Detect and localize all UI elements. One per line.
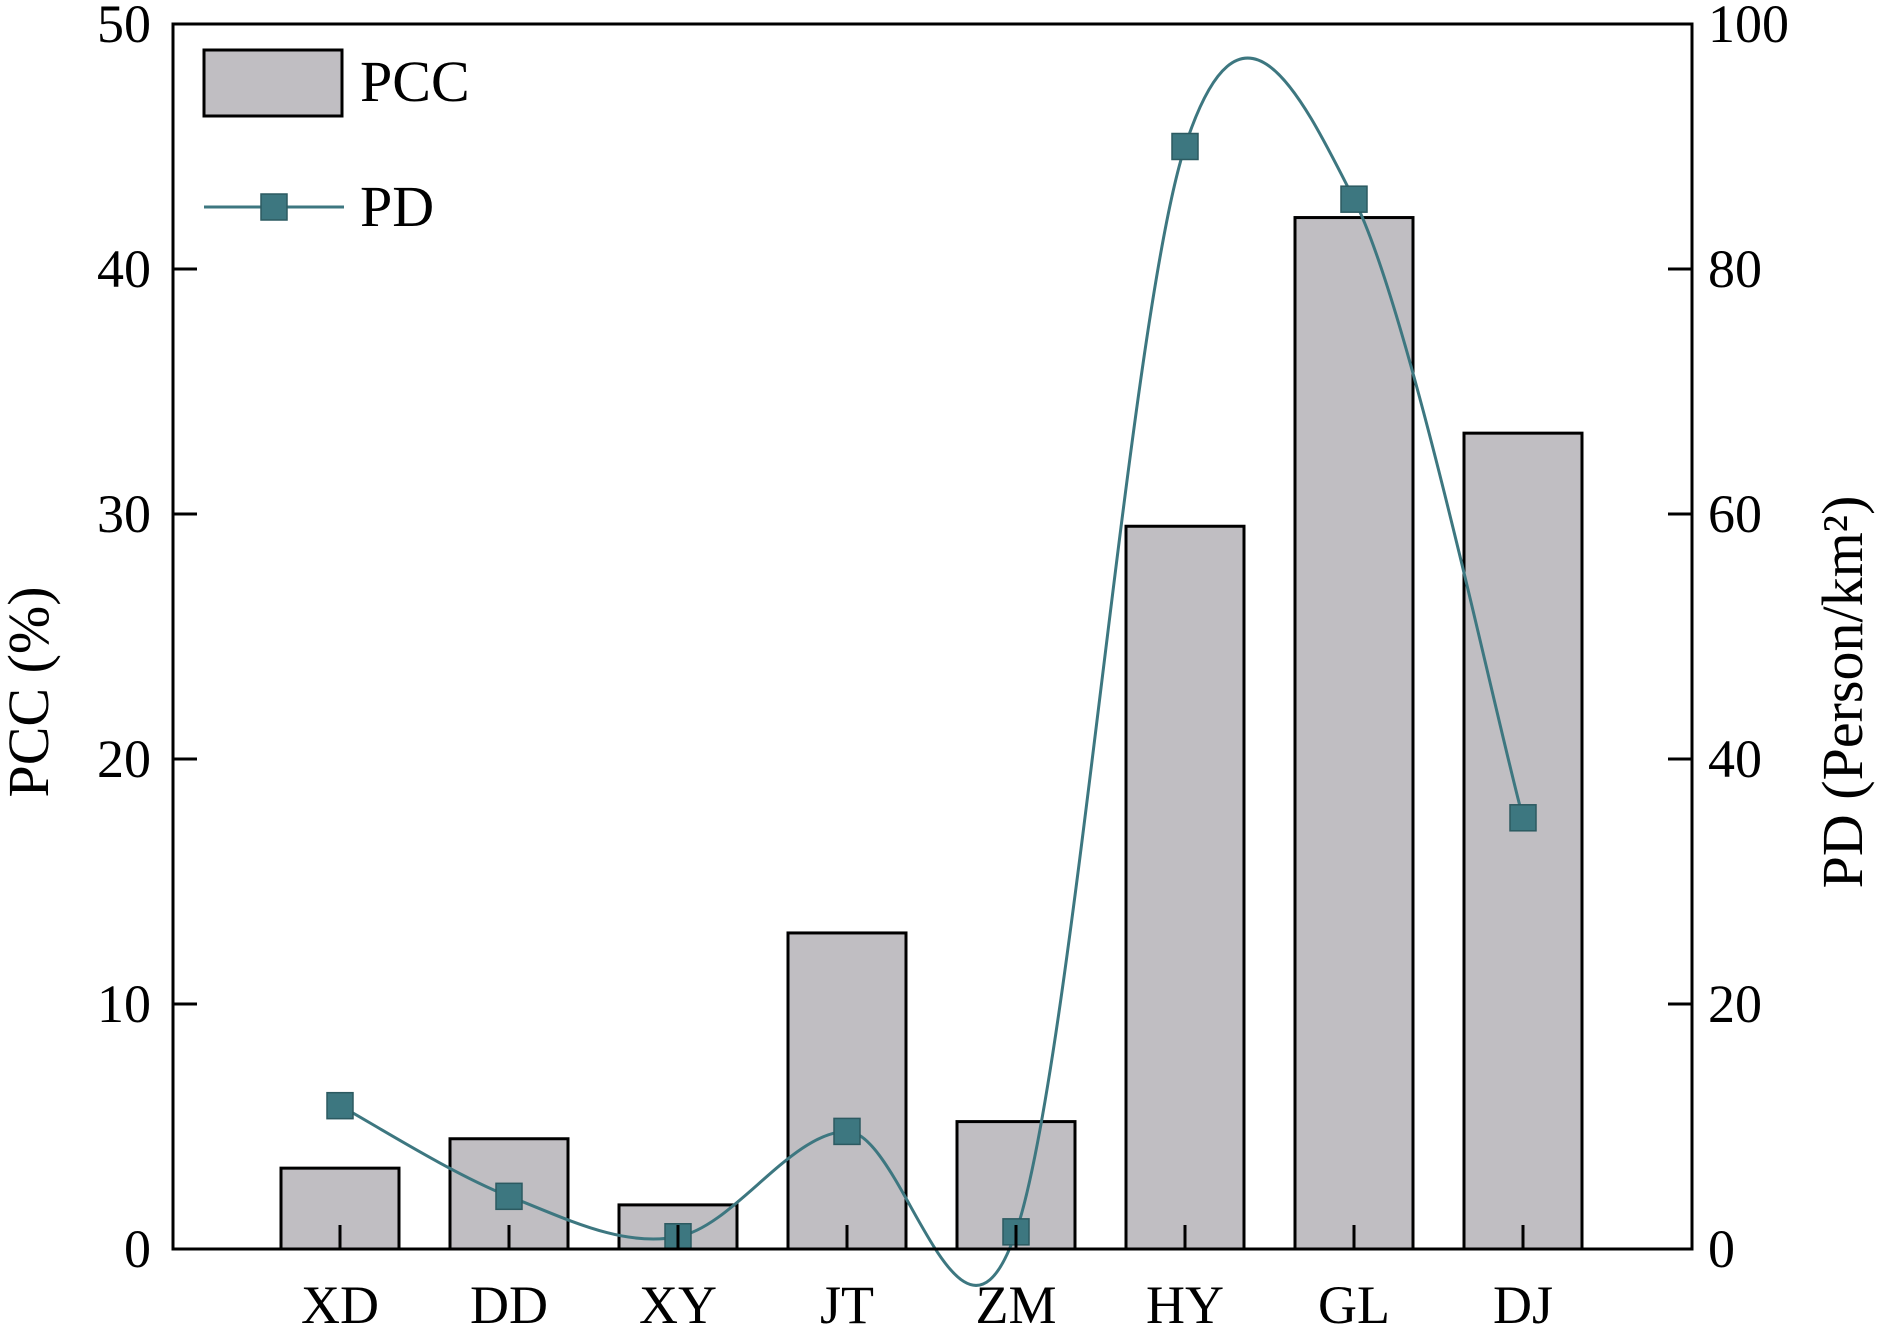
y-tick-label: 30 [97,484,151,544]
legend-pcc-swatch [202,48,344,118]
plot-frame [171,22,1694,1251]
ticks: 0 10 20 30 40 50 0 20 40 60 80 100 XD DD XY JT ZM HY GL DJ [97,0,1789,1330]
x-tick-label-zm: ZM [976,1275,1057,1330]
pd-point-dj [1509,804,1537,832]
pd-point-hy [1171,132,1199,161]
x-tick-label-hy: HY [1146,1275,1224,1330]
y-tick-label: 0 [124,1219,151,1279]
y2-tick-label: 0 [1708,1219,1735,1279]
axes [171,22,1694,1251]
y-axis-title: PCC (%) [0,586,61,797]
legend: PCC PD [202,48,470,239]
legend-pd-label: PD [360,174,434,239]
x-tick-label-xd: XD [301,1275,379,1330]
bar-gl [1293,216,1415,1251]
y2-tick-label: 80 [1708,239,1762,299]
bar-hy [1124,524,1246,1251]
x-tick-label-jt: JT [820,1275,874,1330]
x-tick-label-xy: XY [639,1275,717,1330]
pd-point-gl [1340,185,1368,213]
y-tick-label: 10 [97,974,151,1034]
legend-pcc-label: PCC [360,49,470,114]
y2-tick-label: 100 [1708,0,1789,54]
y-tick-label: 20 [97,729,151,789]
x-tick-label-dd: DD [470,1275,548,1330]
y2-tick-label: 60 [1708,484,1762,544]
pd-point-jt [833,1117,861,1146]
y-tick-label: 50 [97,0,151,54]
y-tick-label: 40 [97,239,151,299]
bar-jt [786,931,908,1251]
bar-dj [1462,431,1584,1251]
pd-point-dd [495,1182,523,1211]
legend-pd-marker [260,193,288,221]
x-tick-label-gl: GL [1318,1275,1390,1330]
y2-tick-label: 20 [1708,974,1762,1034]
line-group [326,56,1537,1287]
pd-point-xd [326,1091,354,1120]
y2-tick-label: 40 [1708,729,1762,789]
y2-axis-title: PD (Person/km²) [1810,496,1875,889]
bar-group [279,216,1584,1251]
x-tick-label-dj: DJ [1493,1275,1553,1330]
